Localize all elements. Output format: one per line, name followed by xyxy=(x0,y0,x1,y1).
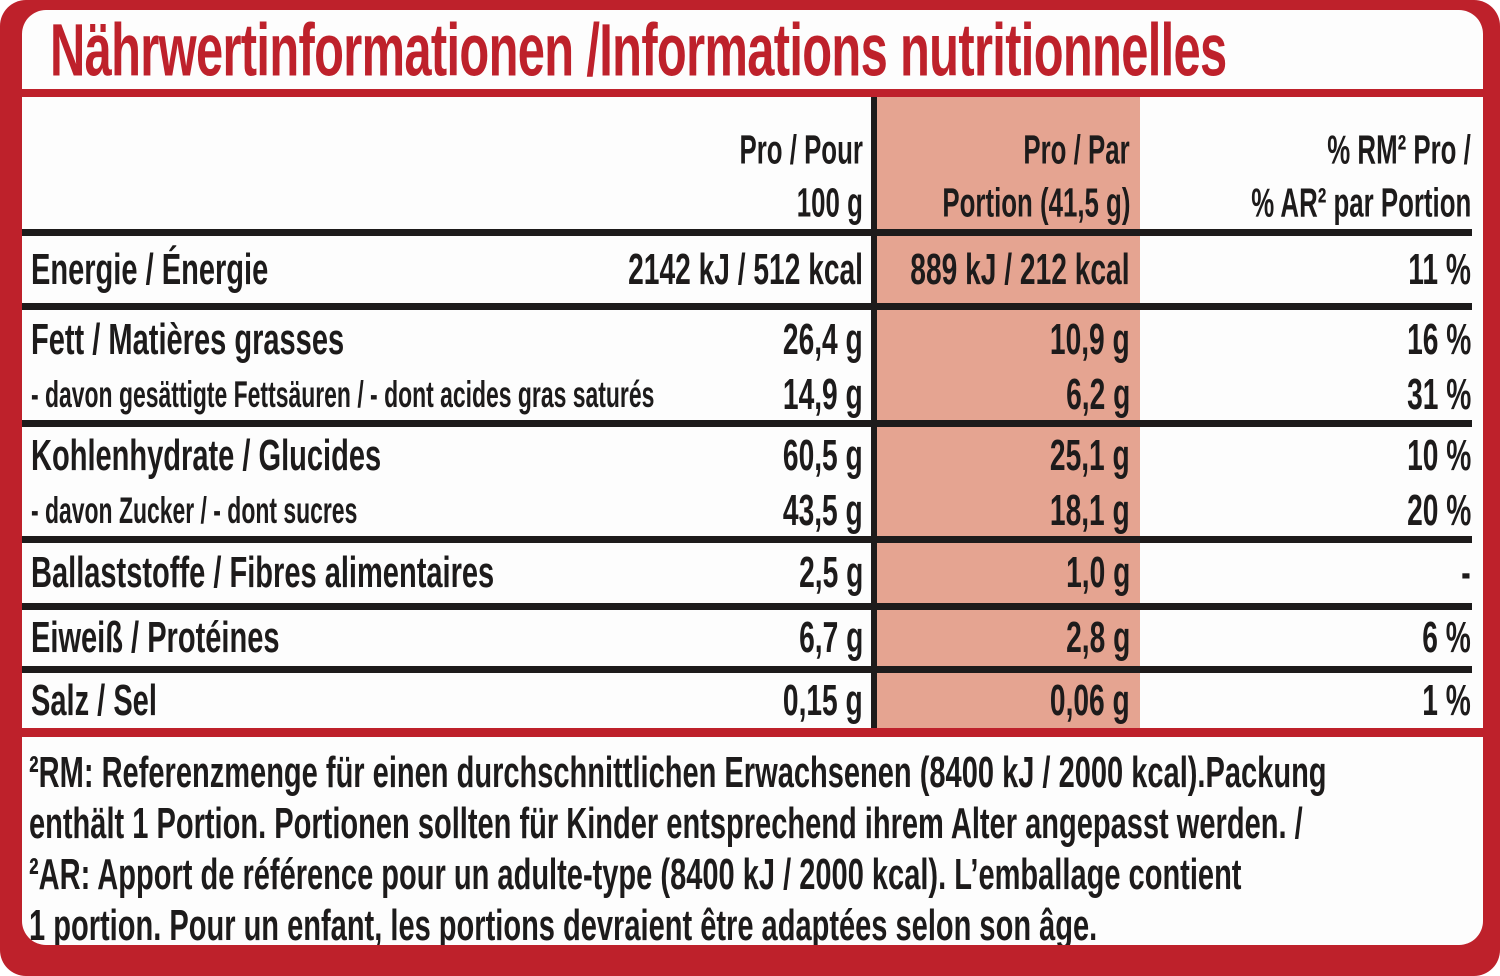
value-per-portion: 6,2 g xyxy=(1065,370,1130,419)
footnote-line: 1 portion. Pour un enfant, les portions … xyxy=(29,900,1098,946)
value-per-100g: 26,4 g xyxy=(783,315,863,364)
value-per-portion: 0,06 g xyxy=(1050,675,1130,725)
label-and-per100g-cell: Kohlenhydrate / Glucides 60,5 g xyxy=(22,427,871,485)
value-per-100g: 6,7 g xyxy=(798,613,863,662)
nutrient-label: Ballaststoffe / Fibres alimentaires xyxy=(31,548,495,597)
table-row-sugars: - davon Zucker / - dont sucres 43,5 g 18,1… xyxy=(22,485,1483,536)
percent-rm-cell: 10 % xyxy=(1140,427,1483,485)
label-and-per100g-cell: - davon Zucker / - dont sucres 43,5 g xyxy=(22,485,871,536)
value-percent: 16 % xyxy=(1406,315,1471,364)
per-100g-header: Pro / Pour 100 g xyxy=(739,126,863,225)
per-portion-header: Pro / Par Portion (41,5 g) xyxy=(941,126,1130,225)
label-and-per100g-cell: Fett / Matières grasses 26,4 g xyxy=(22,310,871,370)
label-and-per100g-cell: Salz / Sel 0,15 g xyxy=(22,673,871,728)
value-per-portion: 889 kJ / 212 kcal xyxy=(910,244,1130,294)
per-portion-cell: 889 kJ / 212 kcal xyxy=(871,236,1140,303)
table-row-energie: Energie / Énergie 2142 kJ / 512 kcal 889 k… xyxy=(22,236,1483,303)
nutrient-label: Energie / Énergie xyxy=(31,244,269,294)
row-divider xyxy=(22,303,1472,310)
value-per-portion: 10,9 g xyxy=(1050,315,1130,364)
percent-rm-cell: 20 % xyxy=(1140,485,1483,536)
percent-rm-cell: - xyxy=(1140,543,1483,603)
value-per-portion: 2,8 g xyxy=(1065,613,1130,662)
nutrient-label: Salz / Sel xyxy=(31,675,157,725)
column-divider-line xyxy=(871,97,877,728)
label-and-per100g-cell: Eiweiß / Protéines 6,7 g xyxy=(22,610,871,666)
nutrition-table: Pro / Pour 100 g Pro / Par Portion (41,5… xyxy=(22,97,1483,728)
per-portion-cell: 25,1 g xyxy=(871,427,1140,485)
percent-rm-cell: 16 % xyxy=(1140,310,1483,370)
label-and-per100g-cell: Ballaststoffe / Fibres alimentaires 2,5 g xyxy=(22,543,871,603)
nutrient-label: - davon gesättigte Fettsäuren / - dont a… xyxy=(31,374,655,415)
table-row-fett: Fett / Matières grasses 26,4 g 10,9 g 16 % xyxy=(22,310,1483,370)
footnote: ²RM: Referenzmenge für einen durchschnit… xyxy=(22,737,1483,946)
table-row-carbs: Kohlenhydrate / Glucides 60,5 g 25,1 g 10 % xyxy=(22,427,1483,485)
label-and-per100g-cell: Energie / Énergie 2142 kJ / 512 kcal xyxy=(22,236,871,303)
value-percent: 10 % xyxy=(1406,431,1471,480)
per-portion-cell: 1,0 g xyxy=(871,543,1140,603)
table-rows: Pro / Pour 100 g Pro / Par Portion (41,5… xyxy=(22,97,1483,728)
value-per-portion: 1,0 g xyxy=(1065,548,1130,597)
panel-inner: Nährwertinformationen /Informations nutr… xyxy=(22,10,1483,945)
value-per-100g: 0,15 g xyxy=(783,675,863,725)
row-divider xyxy=(22,666,1472,673)
nutrient-label: Fett / Matières grasses xyxy=(31,315,345,364)
value-per-100g: 2142 kJ / 512 kcal xyxy=(628,244,863,294)
value-percent: 31 % xyxy=(1406,370,1471,419)
page-title: Nährwertinformationen /Informations nutr… xyxy=(22,10,1483,91)
percent-rm-cell: 11 % xyxy=(1140,236,1483,303)
label-and-per100g-cell: - davon gesättigte Fettsäuren / - dont a… xyxy=(22,370,871,420)
table-footnote-divider xyxy=(22,728,1483,737)
per-portion-cell: 18,1 g xyxy=(871,485,1140,536)
per-portion-cell: 6,2 g xyxy=(871,370,1140,420)
row-divider xyxy=(22,603,1472,610)
value-per-portion: 25,1 g xyxy=(1050,431,1130,480)
table-header-row: Pro / Pour 100 g Pro / Par Portion (41,5… xyxy=(22,97,1483,229)
row-divider xyxy=(22,420,1472,427)
value-per-100g: 2,5 g xyxy=(798,548,863,597)
value-percent: 1 % xyxy=(1422,675,1471,725)
title-divider xyxy=(22,89,1483,97)
percent-rm-cell: 31 % xyxy=(1140,370,1483,420)
header-divider xyxy=(22,229,1472,236)
per-portion-cell: 2,8 g xyxy=(871,610,1140,666)
value-per-portion: 18,1 g xyxy=(1050,485,1130,535)
nutrient-label: - davon Zucker / - dont sucres xyxy=(31,489,358,531)
value-percent: 20 % xyxy=(1406,485,1471,535)
per-portion-cell: 10,9 g xyxy=(871,310,1140,370)
table-row-fibre: Ballaststoffe / Fibres alimentaires 2,5 g… xyxy=(22,543,1483,603)
value-per-100g: 14,9 g xyxy=(783,370,863,419)
portion-column-highlight xyxy=(877,97,1140,728)
value-percent: - xyxy=(1461,548,1471,597)
percent-rm-cell: 6 % xyxy=(1140,610,1483,666)
value-per-100g: 60,5 g xyxy=(783,431,863,480)
page-title-text: Nährwertinformationen /Informations nutr… xyxy=(50,10,1227,91)
nutrient-label: Eiweiß / Protéines xyxy=(31,613,280,662)
per-portion-cell: 0,06 g xyxy=(871,673,1140,728)
value-per-100g: 43,5 g xyxy=(783,485,863,535)
footnote-line: ²RM: Referenzmenge für einen durchschnit… xyxy=(29,747,1327,797)
value-percent: 11 % xyxy=(1408,244,1471,294)
row-divider xyxy=(22,536,1472,543)
percent-rm-cell: 1 % xyxy=(1140,673,1483,728)
footnote-line: enthält 1 Portion. Portionen sollten für… xyxy=(29,798,1303,848)
footnote-line: ²AR: Apport de référence pour un adulte-… xyxy=(29,849,1242,899)
nutrient-label: Kohlenhydrate / Glucides xyxy=(31,431,382,480)
percent-rm-header: % RM² Pro / % AR² par Portion xyxy=(1250,126,1471,225)
table-row-fett_sat: - davon gesättigte Fettsäuren / - dont a… xyxy=(22,370,1483,420)
value-percent: 6 % xyxy=(1422,613,1471,662)
table-row-salt: Salz / Sel 0,15 g 0,06 g 1 % xyxy=(22,673,1483,728)
table-row-protein: Eiweiß / Protéines 6,7 g 2,8 g 6 % xyxy=(22,610,1483,666)
